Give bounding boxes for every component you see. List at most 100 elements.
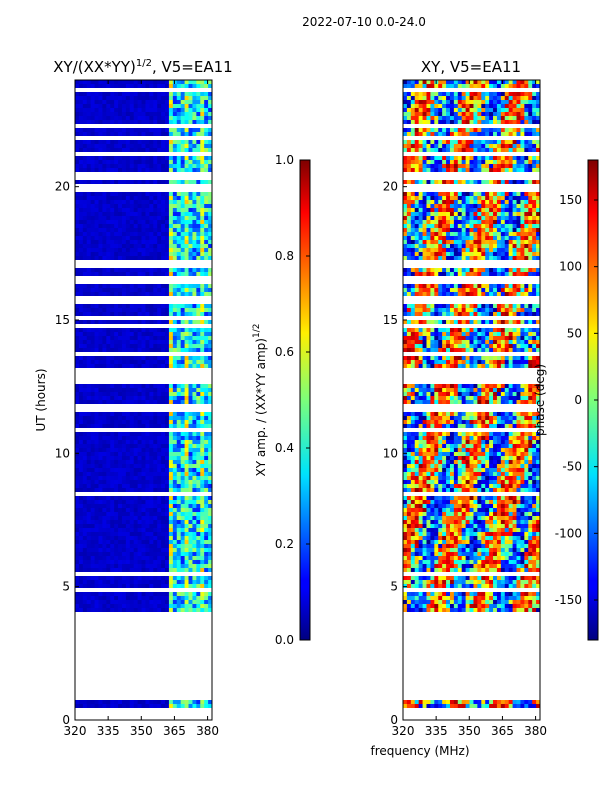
amplitude-cell [98,328,103,332]
amplitude-cell [86,268,92,272]
amplitude-cell [125,700,131,704]
phase-cell [536,128,540,132]
amplitude-cell [161,472,166,476]
phase-cell [536,116,540,120]
amplitude-cell [125,80,131,84]
amplitude-cell [204,568,209,572]
amplitude-cell [200,308,205,312]
amplitude-cell [82,92,88,96]
phase-cell [406,160,412,164]
amplitude-cell [114,560,119,564]
amplitude-cell [86,112,92,116]
phase-cell [422,216,428,220]
amplitude-cell [180,196,186,200]
amplitude-cell [121,256,127,260]
amplitude-cell [110,500,115,504]
phase-cell [449,156,455,160]
amplitude-cell [82,236,88,240]
amplitude-cell [133,108,139,112]
amplitude-cell [133,480,139,484]
amplitude-cell [180,500,186,504]
phase-cell [465,204,471,208]
phase-cell [508,216,514,220]
amplitude-cell [188,240,194,244]
amplitude-cell [180,436,186,440]
phase-cell [426,100,431,104]
amplitude-cell [90,268,96,272]
phase-cell [406,80,412,84]
amplitude-cell [204,548,209,552]
phase-cell [500,156,506,160]
phase-cell [516,232,522,236]
amplitude-cell [153,204,158,208]
amplitude-cell [153,484,158,488]
amplitude-cell [125,548,131,552]
amplitude-cell [114,460,119,464]
amplitude-cell [161,548,166,552]
amplitude-cell [110,576,115,580]
phase-cell [410,204,416,208]
amplitude-cell [121,704,127,708]
amplitude-cell [192,168,197,172]
amplitude-cell [121,208,127,212]
amplitude-cell [149,452,154,456]
amplitude-cell [118,168,123,172]
amplitude-cell [204,384,209,388]
amplitude-cell [141,116,147,120]
amplitude-cell [157,104,162,108]
amplitude-cell [200,496,205,500]
amplitude-cell [153,108,158,112]
phase-cell [465,116,471,120]
phase-cell [461,196,467,200]
amplitude-cell [90,272,96,276]
amplitude-cell [98,604,103,608]
amplitude-cell [90,552,96,556]
phase-cell [532,212,537,216]
amplitude-cell [106,532,111,536]
amplitude-cell [125,308,131,312]
amplitude-cell [176,472,182,476]
amplitude-cell [192,496,197,500]
amplitude-cell [208,332,212,336]
amplitude-cell [168,156,174,160]
amplitude-cell [192,448,197,452]
amplitude-cell [102,332,107,336]
amplitude-cell [114,244,119,248]
amplitude-cell [208,512,212,516]
amplitude-cell [86,464,92,468]
amplitude-cell [149,360,154,364]
amplitude-cell [208,468,212,472]
amplitude-cell [78,356,84,360]
phase-cell [426,164,431,168]
amplitude-cell [133,468,139,472]
amplitude-cell [78,84,84,88]
amplitude-cell [98,348,103,352]
amplitude-cell [192,520,197,524]
amplitude-cell [137,464,143,468]
amplitude-cell [125,704,131,708]
amplitude-cell [200,472,205,476]
amplitude-cell [102,580,107,584]
amplitude-cell [118,468,123,472]
amplitude-cell [196,464,201,468]
phase-cell [477,204,482,208]
phase-cell [403,200,408,204]
amplitude-cell [165,192,170,196]
amplitude-cell [90,216,96,220]
amplitude-cell [125,536,131,540]
phase-cell [500,232,506,236]
amplitude-cell [204,592,209,596]
amplitude-cell [192,432,197,436]
amplitude-cell [157,128,162,132]
amplitude-cell [149,272,154,276]
phase-cell [465,208,471,212]
phase-cell [493,212,498,216]
amplitude-cell [125,196,131,200]
amplitude-cell [149,256,154,260]
amplitude-cell [172,304,178,308]
amplitude-cell [208,208,212,212]
amplitude-cell [157,504,162,508]
amplitude-cell [168,96,174,100]
amplitude-cell [118,484,123,488]
amplitude-cell [188,100,194,104]
